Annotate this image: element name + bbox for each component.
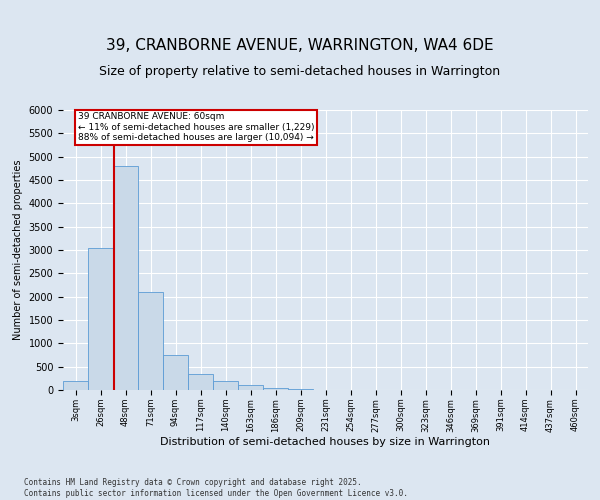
Bar <box>188 374 213 390</box>
Bar <box>213 380 238 390</box>
Y-axis label: Number of semi-detached properties: Number of semi-detached properties <box>13 160 23 340</box>
X-axis label: Distribution of semi-detached houses by size in Warrington: Distribution of semi-detached houses by … <box>161 437 491 447</box>
Bar <box>163 355 188 390</box>
Text: 39, CRANBORNE AVENUE, WARRINGTON, WA4 6DE: 39, CRANBORNE AVENUE, WARRINGTON, WA4 6D… <box>106 38 494 52</box>
Bar <box>263 388 288 390</box>
Bar <box>138 292 163 390</box>
Bar <box>238 386 263 390</box>
Text: Contains HM Land Registry data © Crown copyright and database right 2025.
Contai: Contains HM Land Registry data © Crown c… <box>24 478 408 498</box>
Text: Size of property relative to semi-detached houses in Warrington: Size of property relative to semi-detach… <box>100 64 500 78</box>
Bar <box>288 389 313 390</box>
Text: 39 CRANBORNE AVENUE: 60sqm
← 11% of semi-detached houses are smaller (1,229)
88%: 39 CRANBORNE AVENUE: 60sqm ← 11% of semi… <box>78 112 314 142</box>
Bar <box>63 380 88 390</box>
Bar <box>113 166 138 390</box>
Bar <box>88 248 113 390</box>
